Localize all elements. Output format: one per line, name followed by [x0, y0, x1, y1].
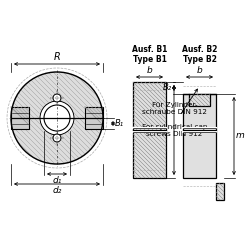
- Bar: [183, 94, 216, 178]
- Bar: [216, 183, 224, 200]
- Text: For cylindrical cap
screws DIN 912: For cylindrical cap screws DIN 912: [142, 124, 207, 137]
- Text: Ausf. B2
Type B2: Ausf. B2 Type B2: [182, 44, 217, 64]
- Text: d₁: d₁: [52, 176, 62, 185]
- Circle shape: [11, 72, 103, 164]
- Circle shape: [53, 94, 61, 102]
- Bar: [133, 82, 166, 178]
- Text: Ausf. B1
Type B1: Ausf. B1 Type B1: [132, 44, 167, 64]
- Text: d₂: d₂: [52, 186, 62, 195]
- Text: B₁: B₁: [115, 119, 124, 128]
- Circle shape: [53, 134, 61, 142]
- Text: R: R: [54, 52, 60, 62]
- Text: m: m: [236, 132, 245, 140]
- Text: b: b: [146, 66, 152, 75]
- Text: b: b: [196, 66, 202, 75]
- Text: Für Zylinder-
schraube DIN 912: Für Zylinder- schraube DIN 912: [142, 102, 207, 115]
- Bar: [189, 94, 210, 106]
- Circle shape: [40, 101, 74, 135]
- Text: B₂: B₂: [163, 84, 172, 92]
- Bar: [11, 107, 29, 129]
- Circle shape: [44, 105, 70, 131]
- Bar: [85, 107, 103, 129]
